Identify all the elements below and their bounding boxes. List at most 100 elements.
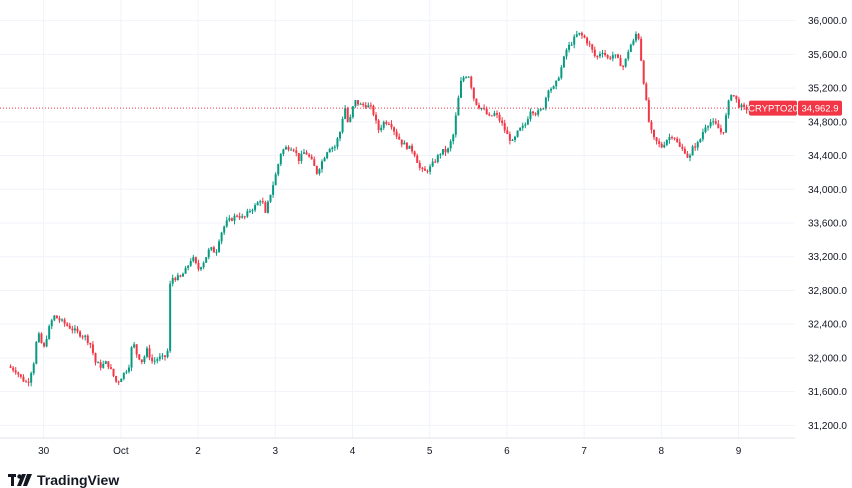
candle [315, 165, 318, 175]
candle [570, 41, 573, 46]
tradingview-logo[interactable]: TradingView [8, 472, 119, 488]
candle [593, 46, 596, 58]
candle [650, 119, 653, 134]
candle [256, 201, 259, 206]
candle [514, 135, 517, 143]
candle-body [655, 137, 658, 142]
candle-body [516, 130, 519, 137]
candle-body [485, 108, 488, 115]
candle-body [691, 146, 694, 156]
candle-body [326, 152, 329, 159]
candle-body [220, 232, 223, 242]
candle-body [369, 105, 372, 107]
candle-body [614, 54, 617, 56]
candle [694, 142, 697, 151]
candle-body [506, 130, 509, 134]
candle [91, 341, 94, 356]
candle [696, 140, 699, 151]
x-axis[interactable]: 30 Oct 2 3 4 5 6 7 8 9 [38, 446, 742, 457]
candle-body [678, 142, 681, 147]
candle [112, 368, 115, 378]
candle [339, 131, 342, 142]
candle-body [642, 60, 645, 84]
candle-body [143, 356, 146, 362]
candle-body [449, 141, 452, 149]
candle-body [53, 315, 56, 321]
candle-body [652, 129, 655, 138]
candle-body [37, 333, 40, 343]
candle [197, 259, 200, 272]
candle [372, 104, 375, 117]
candle-body [55, 315, 58, 319]
candle [189, 258, 192, 267]
candle [637, 32, 640, 41]
candle-body [426, 170, 429, 172]
candle-body [45, 338, 48, 347]
candle [634, 31, 637, 43]
candle-body [387, 123, 390, 125]
candle [277, 163, 280, 177]
candle [431, 158, 434, 168]
candle-body [277, 164, 280, 175]
candle-body [668, 137, 671, 141]
candle [382, 120, 385, 131]
y-tick-label: 34,800.0 [808, 117, 847, 128]
candle-body [393, 127, 396, 132]
candle [480, 107, 483, 111]
candle-body [76, 328, 79, 332]
candle-body [588, 43, 591, 45]
candle [735, 95, 738, 103]
candle [12, 366, 15, 373]
candle [534, 112, 537, 117]
candle [673, 137, 676, 141]
candle-body [40, 333, 43, 344]
candlestick-chart[interactable]: 36,000.0 35,600.0 35,200.0 34,800.0 34,400.0… [0, 0, 852, 470]
candle [660, 141, 663, 149]
candle [212, 245, 215, 253]
candle-body [19, 374, 22, 377]
candle-body [681, 146, 684, 149]
candle [320, 159, 323, 173]
candle [284, 145, 287, 150]
candle [266, 200, 269, 214]
candle [578, 32, 581, 36]
candle-body [565, 49, 568, 57]
candle-body [483, 107, 486, 109]
candle [104, 360, 107, 365]
candle-body [323, 158, 326, 162]
candle-body [138, 354, 141, 360]
candle-body [336, 138, 339, 147]
candle [73, 325, 76, 334]
candle [135, 344, 138, 358]
candle-body [745, 106, 748, 111]
candle [524, 122, 527, 129]
candle [202, 261, 205, 270]
candle-body [302, 152, 305, 154]
candle [516, 130, 519, 138]
candle [71, 325, 74, 334]
candle-body [279, 153, 282, 165]
candle-body [148, 348, 151, 358]
candle [400, 139, 403, 148]
y-axis[interactable]: 36,000.0 35,600.0 35,200.0 34,800.0 34,400.0… [808, 16, 847, 432]
y-tick-label: 34,000.0 [808, 185, 847, 196]
candle-body [495, 113, 498, 115]
candle-body [493, 113, 496, 116]
candle-body [459, 80, 462, 98]
candle-body [634, 33, 637, 41]
tradingview-logo-icon [8, 474, 32, 486]
candle [218, 239, 221, 253]
candle [707, 125, 710, 131]
candle-body [562, 56, 565, 68]
candle [184, 265, 187, 274]
candle [423, 165, 426, 171]
candle-body [714, 121, 717, 124]
candle-body [266, 201, 269, 213]
candle [699, 138, 702, 143]
candle-body [503, 123, 506, 131]
candle [683, 146, 686, 155]
candle [205, 257, 208, 263]
candle [686, 150, 689, 159]
candle [413, 150, 416, 158]
candle-body [215, 251, 218, 253]
